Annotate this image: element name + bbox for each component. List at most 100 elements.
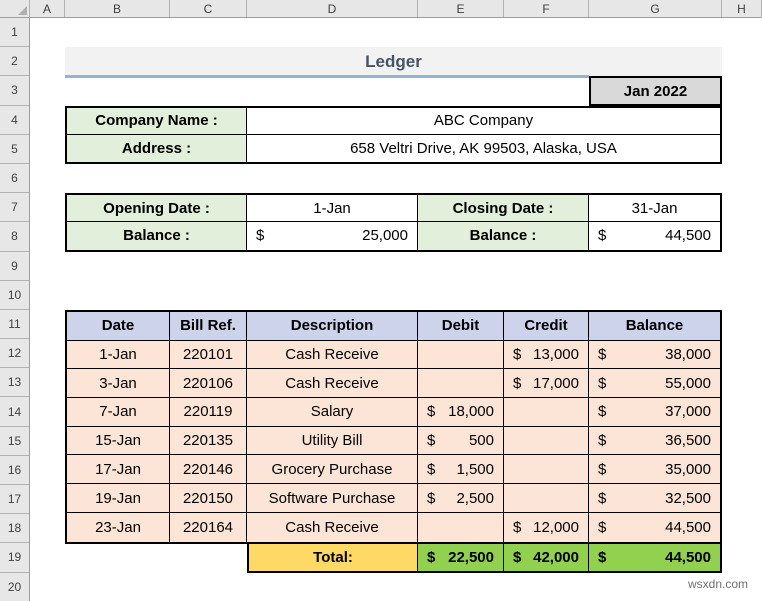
closing-balance-value-cell[interactable]: $ 44,500: [589, 222, 720, 249]
date-cell[interactable]: 1-Jan: [67, 340, 170, 370]
row-header-18[interactable]: 18: [0, 514, 29, 544]
row-header-5[interactable]: 5: [0, 135, 29, 164]
balance-cell[interactable]: $44,500: [589, 512, 720, 542]
company-name-value-cell[interactable]: ABC Company: [247, 108, 720, 135]
date-cell[interactable]: 23-Jan: [67, 512, 170, 542]
total-balance-cell[interactable]: $44,500: [589, 543, 720, 571]
description-cell[interactable]: Cash Receive: [247, 340, 418, 370]
bill-ref-cell[interactable]: 220119: [170, 398, 247, 427]
total-label-cell[interactable]: Total:: [249, 543, 418, 571]
row-header-19[interactable]: 19: [0, 543, 29, 573]
date-cell[interactable]: 7-Jan: [67, 398, 170, 427]
date-cell[interactable]: 17-Jan: [67, 455, 170, 485]
bill-ref-cell[interactable]: 220150: [170, 484, 247, 513]
description-cell[interactable]: Salary: [247, 398, 418, 427]
balance-cell[interactable]: $55,000: [589, 369, 720, 399]
credit-amount: 13,000: [533, 346, 579, 364]
balance-cell[interactable]: $37,000: [589, 398, 720, 427]
row-header-3[interactable]: 3: [0, 76, 29, 106]
opening-date-label-cell[interactable]: Opening Date :: [67, 195, 247, 223]
column-header-h[interactable]: H: [722, 0, 762, 17]
debit-cell[interactable]: $18,000: [418, 398, 504, 427]
description-cell[interactable]: Software Purchase: [247, 484, 418, 513]
column-header-a[interactable]: A: [30, 0, 65, 17]
header-credit[interactable]: Credit: [504, 312, 589, 341]
ledger-title-cell[interactable]: Ledger: [65, 47, 722, 76]
credit-cell[interactable]: [504, 398, 589, 427]
balance-cell[interactable]: $36,500: [589, 426, 720, 456]
total-row: Total: $22,500 $42,000 $44,500: [247, 543, 722, 573]
header-debit[interactable]: Debit: [418, 312, 504, 341]
bill-ref-cell[interactable]: 220164: [170, 512, 247, 542]
opening-balance-amount: 25,000: [362, 227, 408, 245]
closing-date-label-cell[interactable]: Closing Date :: [418, 195, 589, 223]
debit-cell[interactable]: [418, 512, 504, 542]
description-cell[interactable]: Utility Bill: [247, 426, 418, 456]
description-cell[interactable]: Grocery Purchase: [247, 455, 418, 485]
total-debit-cell[interactable]: $22,500: [418, 543, 504, 571]
balance-amount: 37,000: [665, 403, 711, 421]
select-all-corner[interactable]: [0, 0, 30, 17]
credit-cell[interactable]: $12,000: [504, 512, 589, 542]
row-header-1[interactable]: 1: [0, 18, 29, 48]
opening-date-value-cell[interactable]: 1-Jan: [247, 195, 418, 223]
closing-date-value-cell[interactable]: 31-Jan: [589, 195, 720, 223]
address-label-cell[interactable]: Address :: [67, 134, 247, 162]
header-date[interactable]: Date: [67, 312, 170, 341]
debit-cell[interactable]: $2,500: [418, 484, 504, 513]
bill-ref-cell[interactable]: 220101: [170, 340, 247, 370]
opening-balance-value-cell[interactable]: $ 25,000: [247, 222, 418, 250]
date-cell[interactable]: 15-Jan: [67, 426, 170, 456]
closing-balance-label-cell[interactable]: Balance :: [418, 222, 589, 250]
row-header-13[interactable]: 13: [0, 368, 29, 398]
credit-cell[interactable]: $17,000: [504, 369, 589, 399]
row-header-9[interactable]: 9: [0, 252, 29, 281]
debit-cell[interactable]: $1,500: [418, 455, 504, 485]
column-header-e[interactable]: E: [418, 0, 504, 17]
bill-ref-cell[interactable]: 220106: [170, 369, 247, 399]
row-header-14[interactable]: 14: [0, 397, 29, 427]
debit-cell[interactable]: $500: [418, 426, 504, 456]
credit-cell[interactable]: [504, 484, 589, 513]
header-bill-ref[interactable]: Bill Ref.: [170, 312, 247, 341]
credit-cell[interactable]: $13,000: [504, 340, 589, 370]
row-header-4[interactable]: 4: [0, 106, 29, 135]
row-header-20[interactable]: 20: [0, 573, 29, 601]
row-header-15[interactable]: 15: [0, 427, 29, 456]
row-header-6[interactable]: 6: [0, 164, 29, 194]
row-header-16[interactable]: 16: [0, 456, 29, 485]
header-description[interactable]: Description: [247, 312, 418, 341]
row-header-10[interactable]: 10: [0, 281, 29, 310]
bill-ref-cell[interactable]: 220135: [170, 426, 247, 456]
column-header-d[interactable]: D: [247, 0, 418, 17]
description-cell[interactable]: Cash Receive: [247, 512, 418, 542]
column-header-c[interactable]: C: [170, 0, 247, 17]
date-cell[interactable]: 3-Jan: [67, 369, 170, 399]
credit-cell[interactable]: [504, 455, 589, 485]
bill-ref-cell[interactable]: 220146: [170, 455, 247, 485]
row-header-17[interactable]: 17: [0, 485, 29, 515]
row-header-7[interactable]: 7: [0, 193, 29, 223]
description-cell[interactable]: Cash Receive: [247, 369, 418, 399]
column-header-f[interactable]: F: [504, 0, 589, 17]
row-header-2[interactable]: 2: [0, 47, 29, 77]
total-credit-cell[interactable]: $42,000: [504, 543, 589, 571]
debit-cell[interactable]: [418, 340, 504, 370]
balance-amount: 36,500: [665, 432, 711, 450]
row-header-8[interactable]: 8: [0, 222, 29, 252]
balance-cell[interactable]: $38,000: [589, 340, 720, 370]
row-header-12[interactable]: 12: [0, 339, 29, 369]
column-header-b[interactable]: B: [65, 0, 170, 17]
address-value-cell[interactable]: 658 Veltri Drive, AK 99503, Alaska, USA: [350, 139, 617, 157]
opening-balance-label-cell[interactable]: Balance :: [67, 222, 247, 250]
debit-cell[interactable]: [418, 369, 504, 399]
column-header-g[interactable]: G: [589, 0, 722, 17]
balance-cell[interactable]: $32,500: [589, 484, 720, 513]
credit-cell[interactable]: [504, 426, 589, 456]
balance-cell[interactable]: $35,000: [589, 455, 720, 485]
company-name-label-cell[interactable]: Company Name :: [67, 107, 247, 135]
header-balance[interactable]: Balance: [589, 312, 720, 341]
row-header-11[interactable]: 11: [0, 310, 29, 340]
date-cell[interactable]: 19-Jan: [67, 484, 170, 513]
period-cell[interactable]: Jan 2022: [589, 76, 722, 106]
